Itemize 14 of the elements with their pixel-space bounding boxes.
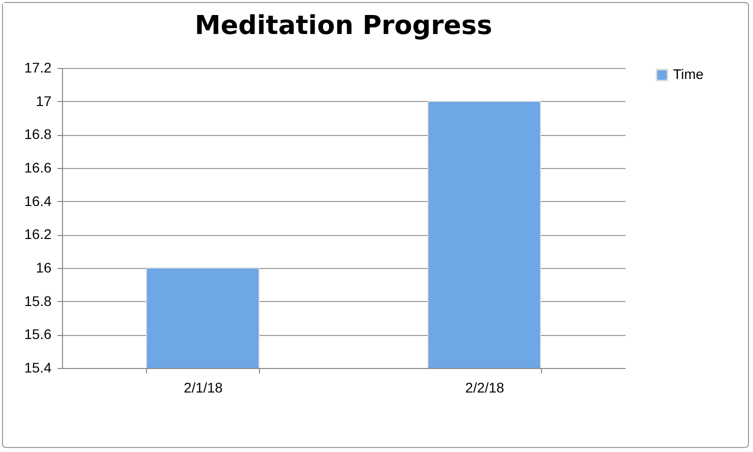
y-tick-label: 17 [36,92,52,109]
y-tick-label: 16.8 [24,126,52,142]
y-tick-label: 16.2 [24,226,52,242]
y-tick-label: 17.2 [24,60,52,76]
y-tick-label: 15.8 [24,292,52,309]
y-tick-label: 15.4 [24,360,52,376]
legend-label: Time [673,66,704,82]
x-tick-label: 2/1/18 [184,380,223,396]
x-tick-label: 2/2/18 [465,380,504,396]
y-tick-label: 16.4 [24,192,52,209]
y-tick-label: 15.6 [24,326,52,342]
y-tick-label: 16.6 [24,160,52,176]
chart-title: Meditation Progress [194,11,492,41]
y-tick-label: 16 [36,260,52,276]
